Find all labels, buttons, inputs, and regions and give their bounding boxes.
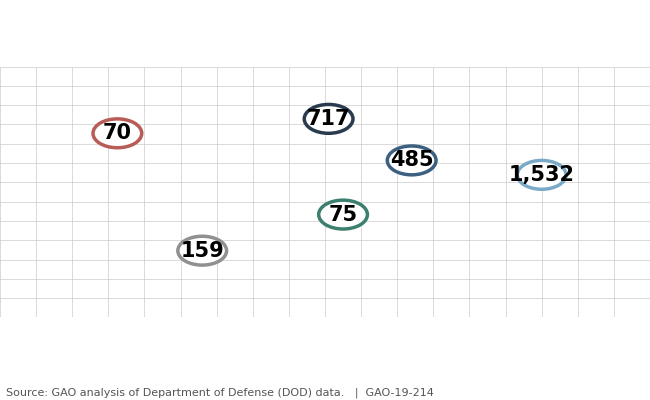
Ellipse shape [304, 104, 353, 133]
Ellipse shape [178, 236, 227, 265]
Text: 1,532: 1,532 [509, 165, 575, 185]
Text: Source: GAO analysis of Department of Defense (DOD) data.   |  GAO-19-214: Source: GAO analysis of Department of De… [6, 388, 434, 398]
Ellipse shape [387, 146, 436, 175]
Ellipse shape [93, 119, 142, 148]
Ellipse shape [318, 200, 367, 229]
Ellipse shape [517, 160, 566, 189]
Text: 717: 717 [307, 109, 350, 129]
Text: 70: 70 [103, 123, 132, 143]
Text: 485: 485 [390, 150, 434, 170]
Text: 159: 159 [180, 241, 224, 261]
Text: 75: 75 [328, 204, 358, 224]
